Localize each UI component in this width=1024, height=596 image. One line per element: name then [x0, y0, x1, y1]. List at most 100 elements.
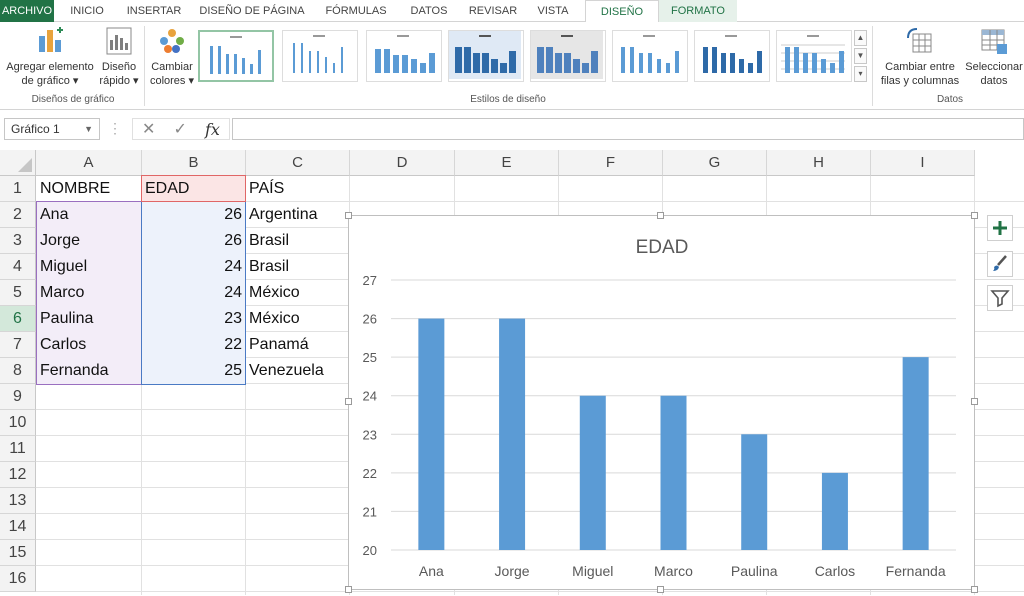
bar-ana[interactable] [418, 318, 445, 550]
cell-pais[interactable]: México [249, 310, 300, 327]
row-header-9[interactable]: 9 [0, 384, 36, 410]
tab-formato[interactable]: FORMATO [659, 0, 737, 22]
cell-edad[interactable]: 26 [224, 206, 242, 223]
gallery-expand-button[interactable]: ▾ [854, 66, 867, 82]
insert-function-icon[interactable]: fx [205, 119, 220, 139]
row-header-12[interactable]: 12 [0, 462, 36, 488]
column-header-e[interactable]: E [455, 150, 559, 176]
bar-carlos[interactable] [821, 472, 848, 550]
cell-pais[interactable]: Brasil [249, 232, 290, 249]
select-data-button[interactable]: Seleccionar datos [964, 26, 1024, 88]
cell-header-edad[interactable]: EDAD [145, 180, 190, 197]
row-header-6[interactable]: 6 [0, 306, 36, 332]
chart-styles-button[interactable] [987, 251, 1013, 277]
cancel-icon[interactable]: ✕ [142, 121, 156, 138]
row-header-5[interactable]: 5 [0, 280, 36, 306]
chart-style-6[interactable] [612, 30, 688, 82]
chart-style-3[interactable] [366, 30, 442, 82]
chart-style-7[interactable] [694, 30, 770, 82]
chart-resize-handle[interactable] [971, 586, 978, 593]
column-header-i[interactable]: I [871, 150, 975, 176]
select-all-corner[interactable] [0, 150, 36, 176]
cell-header-nombre[interactable]: NOMBRE [40, 180, 111, 197]
bar-miguel[interactable] [579, 395, 606, 550]
cell-nombre[interactable]: Jorge [40, 232, 81, 249]
tab-diseno[interactable]: DISEÑO [585, 0, 659, 23]
chart-resize-handle[interactable] [345, 398, 352, 405]
bar-paulina[interactable] [741, 434, 768, 550]
chart-style-2[interactable] [282, 30, 358, 82]
gallery-scroll-down-button[interactable]: ▼ [854, 48, 867, 64]
row-header-1[interactable]: 1 [0, 176, 36, 202]
bar-marco[interactable] [660, 395, 687, 550]
chart-style-4[interactable] [448, 30, 524, 82]
cell-pais[interactable]: Argentina [249, 206, 318, 223]
row-header-13[interactable]: 13 [0, 488, 36, 514]
cell-nombre[interactable]: Carlos [40, 336, 87, 353]
gallery-scroll-up-button[interactable]: ▲ [854, 30, 867, 46]
column-header-a[interactable]: A [36, 150, 142, 176]
cell-pais[interactable]: México [249, 284, 300, 301]
tab-inicio[interactable]: INICIO [70, 5, 104, 17]
row-header-10[interactable]: 10 [0, 410, 36, 436]
chart-area[interactable]: EDAD 20 21 22 23 24 25 26 27 Ana Jorge Miguel Marco P… [348, 215, 975, 590]
switch-row-column-button[interactable]: Cambiar entre filas y columnas [876, 26, 964, 88]
tab-datos[interactable]: DATOS [410, 5, 448, 17]
change-colors-button[interactable]: Cambiar colores ▾ [148, 26, 196, 88]
confirm-icon[interactable]: ✓ [173, 121, 187, 138]
chart-resize-handle[interactable] [345, 586, 352, 593]
cell-nombre[interactable]: Paulina [40, 310, 94, 327]
name-box[interactable]: Gráfico 1 ▼ [4, 118, 100, 140]
tab-formulas[interactable]: FÓRMULAS [325, 5, 387, 17]
bar-jorge[interactable] [499, 318, 526, 550]
tab-revisar[interactable]: REVISAR [468, 5, 518, 17]
cell-edad[interactable]: 24 [224, 284, 242, 301]
column-header-g[interactable]: G [663, 150, 767, 176]
tab-vista[interactable]: VISTA [537, 5, 569, 17]
chart-style-1[interactable] [198, 30, 274, 82]
cell-pais[interactable]: Brasil [249, 258, 290, 275]
cell-header-pais[interactable]: PAÍS [249, 180, 285, 197]
chart-title[interactable]: EDAD [636, 237, 689, 258]
chart-style-8[interactable] [776, 30, 852, 82]
row-header-2[interactable]: 2 [0, 202, 36, 228]
row-header-14[interactable]: 14 [0, 514, 36, 540]
row-header-7[interactable]: 7 [0, 332, 36, 358]
bar-fernanda[interactable] [902, 357, 929, 550]
row-header-11[interactable]: 11 [0, 436, 36, 462]
cell-pais[interactable]: Venezuela [249, 362, 324, 379]
column-header-d[interactable]: D [350, 150, 455, 176]
cell-pais[interactable]: Panamá [249, 336, 309, 353]
row-header-16[interactable]: 16 [0, 566, 36, 592]
chart-resize-handle[interactable] [657, 586, 664, 593]
column-header-c[interactable]: C [246, 150, 350, 176]
cell-edad[interactable]: 22 [224, 336, 242, 353]
column-header-b[interactable]: B [142, 150, 246, 176]
row-header-3[interactable]: 3 [0, 228, 36, 254]
cell-nombre[interactable]: Ana [40, 206, 69, 223]
column-header-h[interactable]: H [767, 150, 871, 176]
tab-insertar[interactable]: INSERTAR [126, 5, 182, 17]
row-header-4[interactable]: 4 [0, 254, 36, 280]
cell-nombre[interactable]: Miguel [40, 258, 88, 275]
cell-edad[interactable]: 23 [224, 310, 242, 327]
tab-diseno-pagina[interactable]: DISEÑO DE PÁGINA [199, 5, 305, 17]
formula-input[interactable] [232, 118, 1024, 140]
quick-layout-button[interactable]: Diseño rápido ▾ [96, 26, 142, 88]
chart-resize-handle[interactable] [657, 212, 664, 219]
cell-edad[interactable]: 26 [224, 232, 242, 249]
chart-elements-button[interactable] [987, 215, 1013, 241]
chart-resize-handle[interactable] [971, 212, 978, 219]
cell-nombre[interactable]: Marco [40, 284, 85, 301]
chart-style-5[interactable] [530, 30, 606, 82]
chart-resize-handle[interactable] [345, 212, 352, 219]
cell-nombre[interactable]: Fernanda [40, 362, 109, 379]
column-header-f[interactable]: F [559, 150, 663, 176]
row-header-15[interactable]: 15 [0, 540, 36, 566]
row-header-8[interactable]: 8 [0, 358, 36, 384]
cell-edad[interactable]: 24 [224, 258, 242, 275]
tab-archivo[interactable]: ARCHIVO [0, 0, 54, 22]
chart-resize-handle[interactable] [971, 398, 978, 405]
chevron-down-icon[interactable]: ▼ [84, 124, 93, 134]
chart-filters-button[interactable] [987, 285, 1013, 311]
